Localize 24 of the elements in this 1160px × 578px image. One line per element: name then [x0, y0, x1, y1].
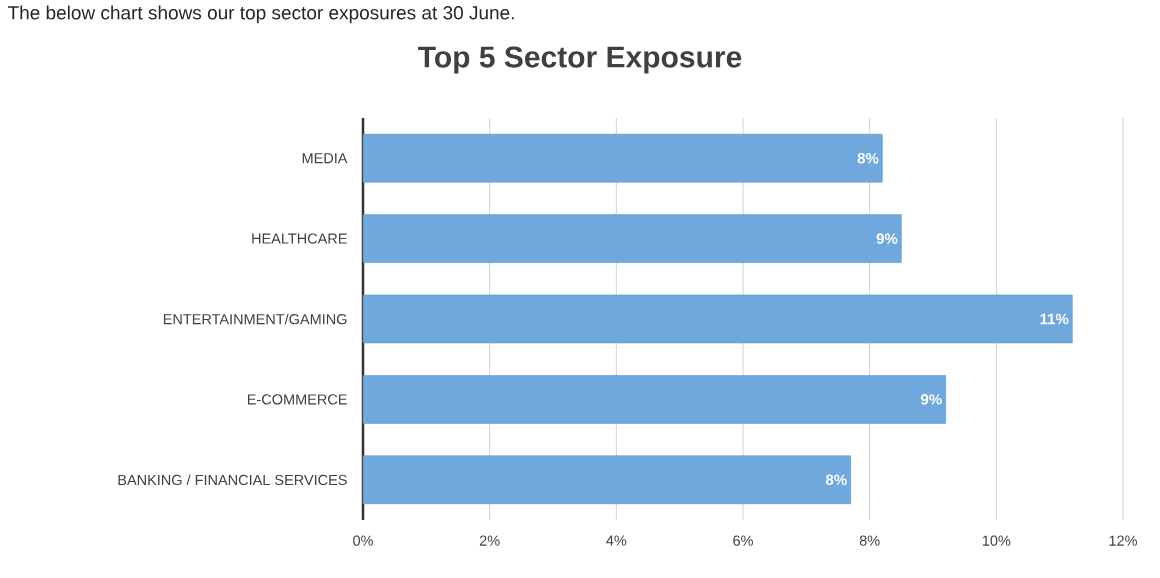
- y-tick-label: MEDIA: [302, 153, 348, 164]
- bar: [362, 375, 946, 424]
- x-tick-label: 0%: [353, 535, 373, 546]
- x-tick-label: 4%: [606, 535, 627, 546]
- data-label: 8%: [825, 474, 847, 486]
- bar: [362, 294, 1073, 344]
- y-tick-label: ENTERTAINMENT/GAMING: [163, 313, 347, 325]
- data-label: 9%: [920, 394, 942, 405]
- x-tick-label: 10%: [982, 535, 1011, 546]
- data-label: 8%: [857, 152, 879, 164]
- x-tick-label: 2%: [479, 535, 500, 546]
- data-label: 11%: [1040, 313, 1069, 325]
- text: The below chart shows our top sector exposures at 30 June.: [7, 5, 514, 24]
- y-tick-label: E-COMMERCE: [247, 394, 347, 405]
- bar: [362, 133, 883, 183]
- bar: [362, 214, 902, 263]
- y-tick-label: BANKING / FINANCIAL SERVICES: [118, 474, 347, 486]
- chart-title: Top 5 Sector Exposure: [418, 46, 742, 74]
- x-tick-label: 12%: [1109, 535, 1137, 546]
- x-tick-label: 6%: [733, 535, 753, 546]
- y-tick-label: HEALTHCARE: [252, 233, 347, 244]
- data-label: 9%: [876, 233, 898, 244]
- x-tick-label: 8%: [859, 535, 880, 546]
- bar: [362, 455, 851, 505]
